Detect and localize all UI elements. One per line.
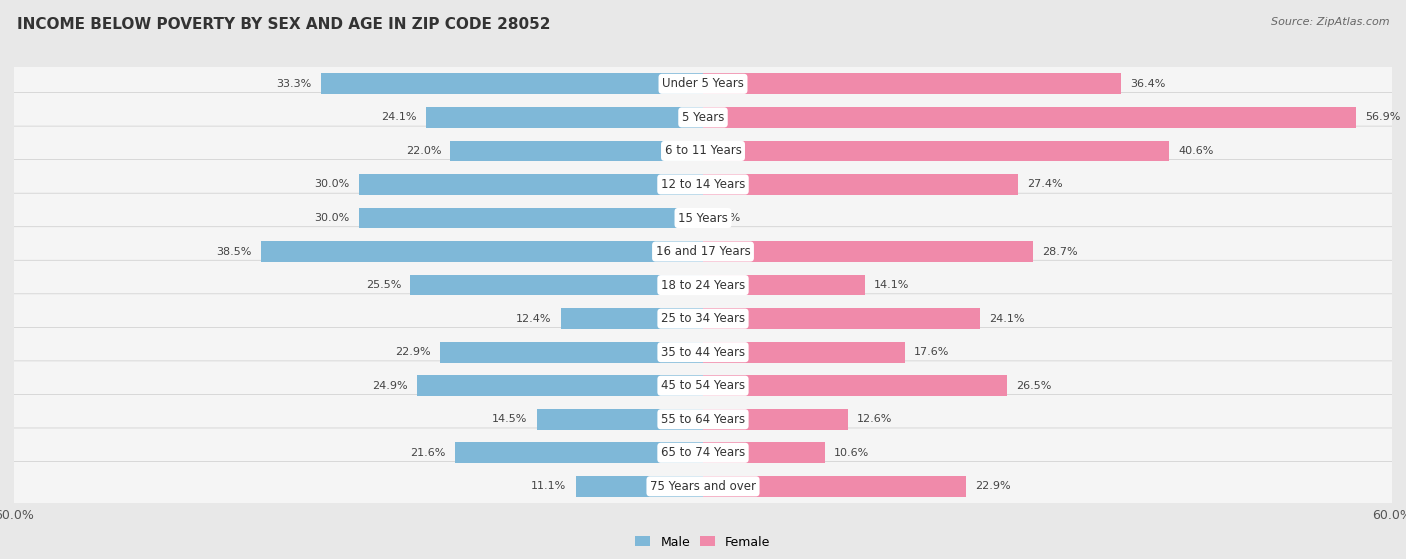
Legend: Male, Female: Male, Female [630, 530, 776, 553]
Bar [703, 409, 848, 430]
Bar [703, 73, 1121, 94]
Bar [537, 409, 703, 430]
Bar [703, 476, 966, 497]
FancyBboxPatch shape [4, 160, 1402, 209]
Bar [411, 274, 703, 296]
Bar [426, 107, 703, 128]
Text: 10.6%: 10.6% [834, 448, 869, 458]
FancyBboxPatch shape [4, 395, 1402, 444]
Text: 15 Years: 15 Years [678, 211, 728, 225]
Text: 30.0%: 30.0% [314, 179, 349, 190]
FancyBboxPatch shape [4, 328, 1402, 377]
FancyBboxPatch shape [4, 93, 1402, 142]
Text: 45 to 54 Years: 45 to 54 Years [661, 379, 745, 392]
Text: 36.4%: 36.4% [1130, 79, 1166, 89]
FancyBboxPatch shape [4, 428, 1402, 477]
Text: 21.6%: 21.6% [411, 448, 446, 458]
Text: 14.1%: 14.1% [875, 280, 910, 290]
Text: 16 and 17 Years: 16 and 17 Years [655, 245, 751, 258]
Text: 12 to 14 Years: 12 to 14 Years [661, 178, 745, 191]
Text: 5 Years: 5 Years [682, 111, 724, 124]
Bar [703, 107, 1357, 128]
Text: 65 to 74 Years: 65 to 74 Years [661, 446, 745, 459]
Bar [418, 375, 703, 396]
FancyBboxPatch shape [4, 260, 1402, 310]
Bar [561, 308, 703, 329]
Text: 22.0%: 22.0% [406, 146, 441, 156]
Text: Source: ZipAtlas.com: Source: ZipAtlas.com [1271, 17, 1389, 27]
Bar [703, 442, 825, 463]
Bar [575, 476, 703, 497]
Text: 24.1%: 24.1% [381, 112, 418, 122]
Text: 40.6%: 40.6% [1178, 146, 1213, 156]
Text: 12.6%: 12.6% [856, 414, 893, 424]
Text: 25 to 34 Years: 25 to 34 Years [661, 312, 745, 325]
Text: Under 5 Years: Under 5 Years [662, 77, 744, 91]
Text: 17.6%: 17.6% [914, 347, 949, 357]
FancyBboxPatch shape [4, 462, 1402, 511]
Text: 0.0%: 0.0% [713, 213, 741, 223]
FancyBboxPatch shape [4, 227, 1402, 276]
Bar [703, 174, 1018, 195]
Bar [359, 174, 703, 195]
Text: 75 Years and over: 75 Years and over [650, 480, 756, 493]
Bar [262, 241, 703, 262]
Text: INCOME BELOW POVERTY BY SEX AND AGE IN ZIP CODE 28052: INCOME BELOW POVERTY BY SEX AND AGE IN Z… [17, 17, 550, 32]
Bar [703, 375, 1007, 396]
Bar [359, 207, 703, 229]
Text: 26.5%: 26.5% [1017, 381, 1052, 391]
Text: 11.1%: 11.1% [531, 481, 567, 491]
Text: 24.9%: 24.9% [373, 381, 408, 391]
Bar [703, 342, 905, 363]
FancyBboxPatch shape [4, 59, 1402, 108]
FancyBboxPatch shape [4, 361, 1402, 410]
Text: 22.9%: 22.9% [395, 347, 430, 357]
Text: 12.4%: 12.4% [516, 314, 551, 324]
Text: 27.4%: 27.4% [1026, 179, 1063, 190]
FancyBboxPatch shape [4, 126, 1402, 176]
Text: 30.0%: 30.0% [314, 213, 349, 223]
Text: 22.9%: 22.9% [976, 481, 1011, 491]
Text: 24.1%: 24.1% [988, 314, 1025, 324]
Text: 33.3%: 33.3% [276, 79, 312, 89]
Text: 35 to 44 Years: 35 to 44 Years [661, 345, 745, 359]
Text: 38.5%: 38.5% [217, 247, 252, 257]
Bar [703, 140, 1170, 162]
Bar [450, 140, 703, 162]
FancyBboxPatch shape [4, 294, 1402, 343]
Bar [703, 241, 1032, 262]
Text: 55 to 64 Years: 55 to 64 Years [661, 413, 745, 426]
Text: 25.5%: 25.5% [366, 280, 401, 290]
Bar [703, 308, 980, 329]
Bar [703, 274, 865, 296]
Text: 56.9%: 56.9% [1365, 112, 1400, 122]
FancyBboxPatch shape [4, 193, 1402, 243]
Text: 28.7%: 28.7% [1042, 247, 1077, 257]
Bar [456, 442, 703, 463]
Text: 14.5%: 14.5% [492, 414, 527, 424]
Text: 6 to 11 Years: 6 to 11 Years [665, 144, 741, 158]
Bar [440, 342, 703, 363]
Text: 18 to 24 Years: 18 to 24 Years [661, 278, 745, 292]
Bar [321, 73, 703, 94]
